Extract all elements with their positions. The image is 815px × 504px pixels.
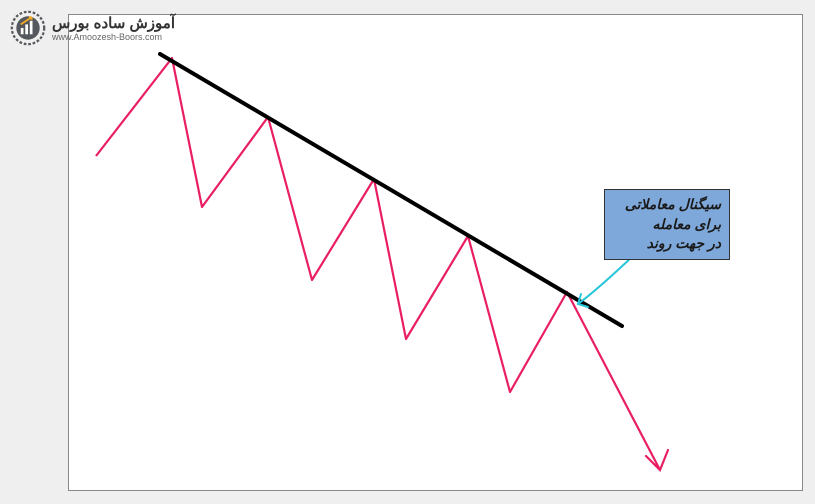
logo: آموزش ساده بورس www.Amoozesh-Boors.com <box>10 10 175 46</box>
logo-url: www.Amoozesh-Boors.com <box>52 32 162 42</box>
logo-title: آموزش ساده بورس <box>52 14 175 32</box>
logo-icon <box>10 10 46 46</box>
annotation-line3: در جهت روند <box>613 234 721 254</box>
annotation-box: سیگنال معاملاتی برای معامله در جهت روند <box>604 189 730 260</box>
annotation-line1: سیگنال معاملاتی <box>613 195 721 215</box>
annotation-line2: برای معامله <box>613 215 721 235</box>
